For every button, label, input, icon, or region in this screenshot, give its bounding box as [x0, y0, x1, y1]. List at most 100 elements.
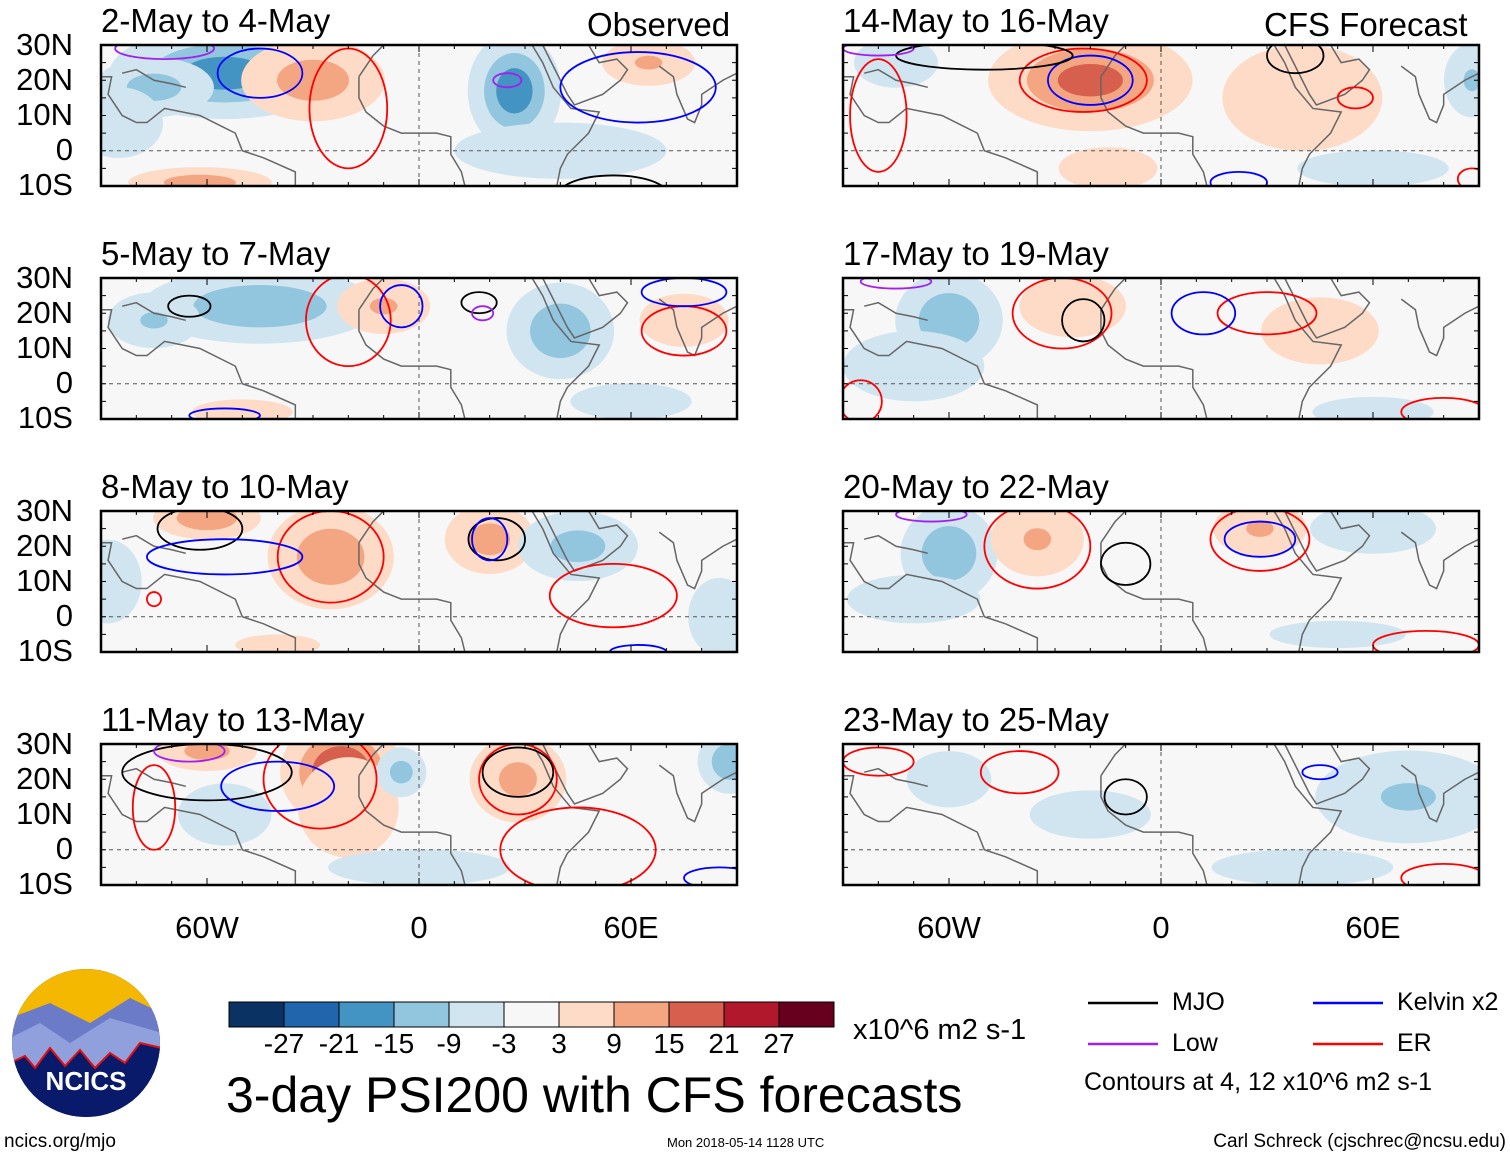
positive-anomaly	[1261, 297, 1379, 365]
lat-tick-label: 20N	[16, 62, 73, 97]
er-contour	[1400, 396, 1479, 419]
mjo-contour	[1100, 541, 1152, 586]
lon-tick-label: 0	[410, 910, 428, 945]
positive-anomaly	[1246, 520, 1274, 537]
negative-anomaly	[1312, 396, 1434, 419]
negative-anomaly	[177, 783, 272, 846]
er-contour	[983, 511, 1092, 590]
negative-anomaly	[843, 330, 985, 402]
lat-tick-label: 10N	[16, 796, 73, 831]
contour-note: Contours at 4, 12 x10^6 m2 s-1	[1084, 1068, 1433, 1096]
coastline	[1273, 511, 1343, 652]
coastline	[122, 767, 186, 788]
negative-anomaly	[389, 760, 413, 784]
coastline	[541, 744, 629, 805]
coastline	[1100, 278, 1127, 311]
kelvin-contour	[146, 538, 304, 576]
panel-title: 11-May to 13-May	[101, 701, 365, 738]
colorbar-label: 27	[763, 1028, 795, 1059]
low-contour	[895, 511, 968, 523]
er-contour	[1400, 862, 1479, 885]
colorbar-swatch	[558, 1001, 615, 1028]
footer-author: Carl Schreck (cjschrec@ncsu.edu)	[1213, 1131, 1506, 1152]
coastline	[358, 278, 385, 311]
negative-anomaly	[921, 526, 977, 581]
negative-anomaly	[193, 285, 327, 328]
colorbar-swatch	[228, 1001, 285, 1028]
positive-anomaly	[639, 293, 729, 347]
positive-anomaly	[163, 174, 236, 186]
low-legend-line	[1088, 1042, 1158, 1046]
kelvin-contour	[640, 278, 728, 308]
coastline	[122, 301, 186, 322]
low-contour	[492, 72, 523, 89]
lat-tick-label: 0	[55, 598, 73, 633]
low-contour	[859, 278, 933, 290]
coastline	[1283, 45, 1371, 106]
colorbar-label: -27	[263, 1028, 305, 1059]
er-contour	[305, 278, 392, 368]
lat-tick-label: 0	[55, 132, 73, 167]
lon-tick-label: 60W	[175, 910, 239, 945]
colorbar-label: 21	[708, 1028, 740, 1059]
coastline	[864, 534, 928, 555]
colorbar-label: 15	[653, 1028, 685, 1059]
coastline	[1100, 45, 1127, 78]
positive-anomaly	[1222, 45, 1383, 152]
negative-anomaly	[906, 751, 992, 808]
mjo-contour	[1103, 778, 1148, 816]
figure-title: 3-day PSI200 with CFS forecasts	[226, 1067, 963, 1123]
lat-tick-label: 20N	[16, 761, 73, 796]
kelvin-contour	[559, 51, 717, 124]
coastline	[358, 511, 385, 544]
lon-tick-label: 60W	[917, 910, 981, 945]
low-contour	[153, 744, 226, 763]
mjo-legend-line	[1088, 1001, 1158, 1005]
colorbar-label: 9	[606, 1028, 622, 1059]
coastline	[531, 278, 601, 419]
er-contour	[1018, 47, 1148, 113]
colorbar-swatch	[338, 1001, 395, 1028]
coastline	[864, 301, 928, 322]
positive-anomaly	[634, 55, 663, 70]
er-contour	[478, 744, 558, 816]
mjo-contour	[563, 174, 664, 186]
kelvin-contour	[683, 866, 737, 885]
map-panel	[99, 509, 739, 654]
kelvin-contour	[188, 407, 261, 419]
ncics-logo: NCICS	[12, 969, 160, 1117]
panel-title: 2-May to 4-May	[101, 2, 331, 39]
panel-title: 17-May to 19-May	[843, 235, 1109, 272]
lon-tick-label: 0	[1152, 910, 1170, 945]
coastline	[122, 68, 186, 89]
coastline	[1400, 764, 1479, 823]
negative-anomaly	[1269, 620, 1406, 648]
mjo-contour	[467, 517, 526, 562]
footer-url: ncics.org/mjo	[4, 1131, 116, 1152]
lat-tick-label: 20N	[16, 295, 73, 330]
map-panel	[99, 43, 739, 188]
lat-tick-label: 0	[55, 365, 73, 400]
lat-tick-label: 10N	[16, 330, 73, 365]
coastline	[541, 45, 629, 106]
er-contour	[131, 764, 177, 851]
colorbar-swatch	[448, 1001, 505, 1028]
lat-tick-label: 30N	[16, 726, 73, 761]
negative-anomaly	[496, 68, 533, 114]
panel-title: 20-May to 22-May	[843, 468, 1109, 505]
positive-anomaly	[235, 634, 321, 652]
positive-anomaly	[369, 297, 398, 315]
lat-tick-label: 30N	[16, 27, 73, 62]
er-contour	[1456, 167, 1479, 186]
legend-label: Low	[1172, 1029, 1218, 1057]
lat-tick-label: 10N	[16, 97, 73, 132]
coastline	[658, 531, 737, 590]
lat-tick-label: 10S	[17, 866, 73, 901]
colorbar-label: -3	[491, 1028, 517, 1059]
negative-anomaly	[846, 574, 981, 624]
negative-anomaly	[101, 87, 164, 159]
colorbar-swatch	[723, 1001, 780, 1028]
positive-anomaly	[1058, 147, 1158, 186]
colorbar-swatch	[778, 1001, 835, 1028]
